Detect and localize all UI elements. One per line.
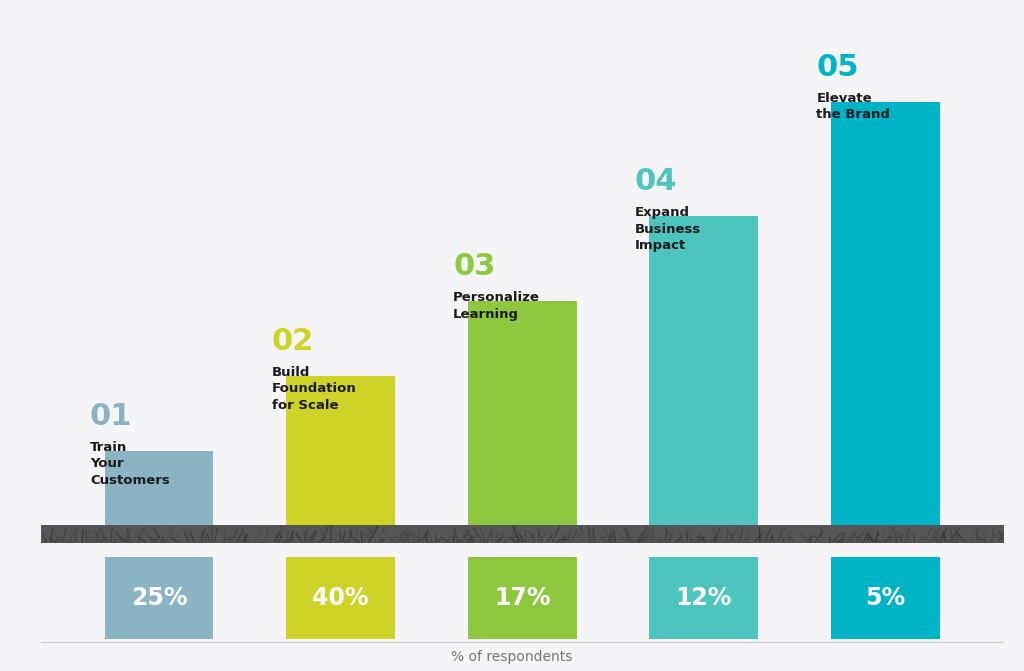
Text: Elevate
the Brand: Elevate the Brand [816, 92, 890, 121]
Text: 01: 01 [90, 401, 132, 431]
Bar [286, 376, 395, 525]
Text: 03: 03 [454, 252, 496, 281]
Bar [649, 216, 759, 525]
Bar [104, 450, 213, 525]
Bar [831, 101, 940, 525]
Text: Train
Your
Customers: Train Your Customers [90, 441, 170, 486]
Text: 05: 05 [816, 52, 859, 82]
Bar [104, 557, 213, 639]
Text: 12%: 12% [676, 586, 732, 610]
Text: Expand
Business
Impact: Expand Business Impact [635, 206, 701, 252]
Bar [32, 525, 1013, 543]
Bar [468, 557, 577, 639]
Bar [286, 557, 395, 639]
Text: 5%: 5% [865, 586, 905, 610]
Text: 25%: 25% [131, 586, 187, 610]
Bar [468, 301, 577, 525]
Text: % of respondents: % of respondents [452, 650, 572, 664]
Bar [831, 557, 940, 639]
Text: 17%: 17% [494, 586, 551, 610]
Text: 04: 04 [635, 167, 677, 197]
Text: 02: 02 [271, 327, 314, 356]
Text: 40%: 40% [312, 586, 369, 610]
Text: Personalize
Learning: Personalize Learning [454, 291, 540, 321]
Bar [649, 557, 759, 639]
Text: Build
Foundation
for Scale: Build Foundation for Scale [271, 366, 356, 412]
